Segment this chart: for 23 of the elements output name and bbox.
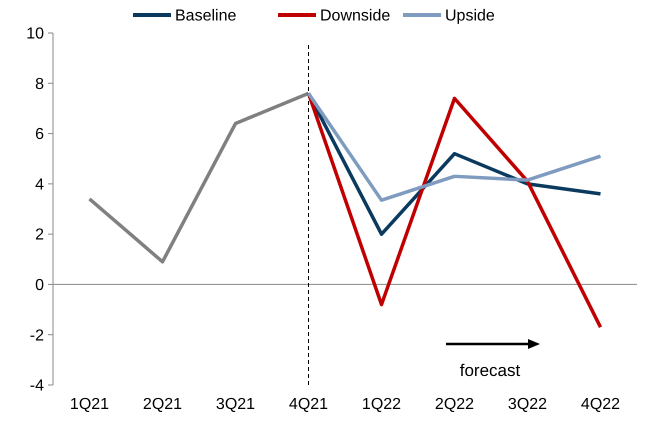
y-tick-label: 0 <box>35 277 44 294</box>
x-tick-label: 3Q22 <box>508 396 548 413</box>
annotation: forecast <box>460 361 521 380</box>
y-tick-label: 4 <box>35 176 44 194</box>
x-tick-label: 1Q22 <box>362 396 402 413</box>
x-tick-label: 4Q22 <box>580 396 620 413</box>
legend-label: Upside <box>445 8 495 25</box>
line-series <box>306 92 602 202</box>
legend-label: Downside <box>320 8 390 25</box>
x-tick-label: 2Q21 <box>142 396 182 413</box>
line-series <box>88 92 310 264</box>
y-tick-label: 2 <box>35 226 44 244</box>
x-tick-label: 2Q22 <box>434 396 474 413</box>
line-series <box>306 92 602 329</box>
x-tick-label: 1Q21 <box>70 396 110 413</box>
y-tick-label: -2 <box>30 327 44 344</box>
x-tick-label: 4Q21 <box>288 396 328 413</box>
legend-label: Baseline <box>175 8 236 25</box>
y-tick-label: 8 <box>35 76 44 93</box>
y-tick-label: -4 <box>30 378 44 395</box>
y-tick-label: 6 <box>35 126 44 144</box>
y-tick-label: 10 <box>26 26 44 43</box>
x-tick-label: 3Q21 <box>216 396 256 413</box>
